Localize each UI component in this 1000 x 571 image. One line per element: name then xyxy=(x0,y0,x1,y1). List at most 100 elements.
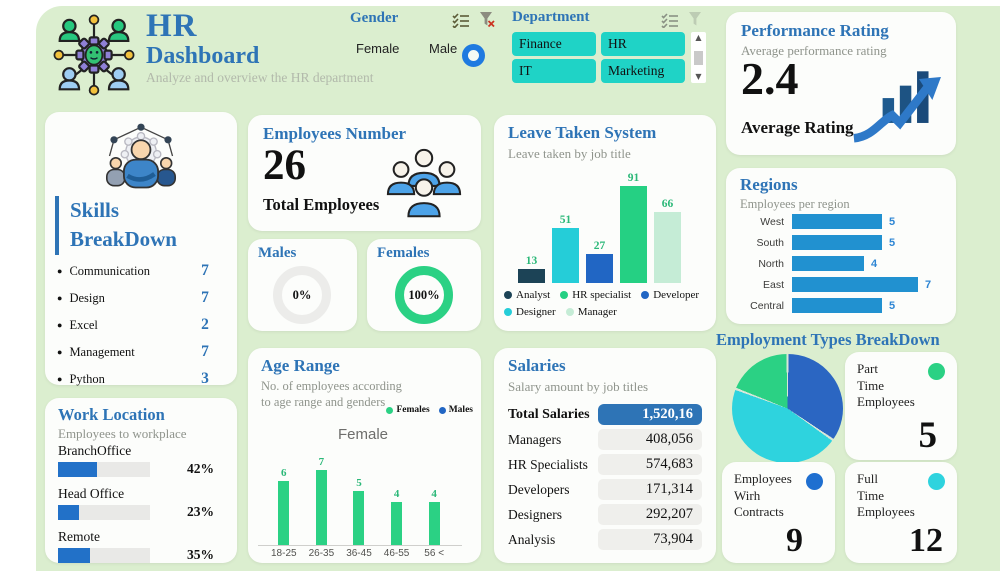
clear-filter-icon[interactable] xyxy=(479,11,495,28)
age-bar[interactable] xyxy=(315,470,327,545)
bullet-icon: ● xyxy=(57,320,63,330)
kpi-label-line: Employees xyxy=(734,471,792,486)
kpi-label-line: Part xyxy=(857,361,878,376)
region-bar[interactable] xyxy=(792,298,882,313)
skill-label: Management xyxy=(69,344,135,359)
region-bar[interactable] xyxy=(792,235,882,250)
age-bar-column: 4 xyxy=(378,488,416,545)
bar-fill[interactable] xyxy=(58,504,80,520)
card-title: Salaries xyxy=(508,356,566,375)
legend-dot-icon xyxy=(928,473,945,490)
legend-dot-icon xyxy=(386,406,394,414)
kpi-label-line: Employees xyxy=(857,394,915,410)
leave-bar-analyst[interactable] xyxy=(518,269,545,283)
department-options: Finance HR IT Marketing xyxy=(512,32,688,83)
salary-value: 292,207 xyxy=(598,504,702,525)
age-bar[interactable] xyxy=(428,502,440,545)
leave-bar-hr-specialist[interactable] xyxy=(620,186,647,283)
location-percent: 42% xyxy=(187,461,214,476)
kpi-label-line: Employees xyxy=(857,504,915,520)
card-title: Performance Rating xyxy=(741,21,889,40)
department-scrollbar[interactable]: ▲ ▼ xyxy=(691,32,706,83)
location-bar-row: 42% xyxy=(58,461,226,477)
salary-label: Designers xyxy=(508,506,562,522)
department-option-finance[interactable]: Finance xyxy=(512,32,596,56)
card-title: Work Location xyxy=(58,405,165,424)
legend-dot-icon xyxy=(504,308,512,316)
skills-title-line1: Skills xyxy=(70,198,120,222)
age-chart-title: Female xyxy=(337,426,389,443)
bar-value-label: 91 xyxy=(627,172,640,184)
list-select-icon[interactable] xyxy=(661,13,679,28)
gender-male-radio[interactable] xyxy=(462,44,485,67)
skill-label: Excel xyxy=(69,317,98,332)
age-category-label: 26-35 xyxy=(308,548,335,559)
legend-dot-icon xyxy=(641,291,650,299)
age-bar[interactable] xyxy=(391,502,403,545)
salary-row[interactable]: HR Specialists 574,683 xyxy=(508,454,702,475)
leave-bar-developer[interactable] xyxy=(586,254,613,283)
salary-label: Developers xyxy=(508,481,570,497)
work-location-item: Remote 35% xyxy=(58,529,226,563)
list-select-icon[interactable] xyxy=(452,13,470,28)
location-label: Remote xyxy=(58,529,100,544)
salaries-table: Total Salaries 1,520,16 Managers 408,056 HR … xyxy=(508,404,702,554)
salary-value: 574,683 xyxy=(598,454,702,475)
age-bar[interactable] xyxy=(278,481,290,545)
leave-bar-designer[interactable] xyxy=(552,228,579,283)
region-bar[interactable] xyxy=(792,277,918,292)
age-range-legend: Females Males xyxy=(386,405,473,415)
scroll-down-icon[interactable]: ▼ xyxy=(695,72,702,81)
scroll-up-icon[interactable]: ▲ xyxy=(695,33,702,42)
salary-row[interactable]: Analysis 73,904 xyxy=(508,529,702,550)
salary-row[interactable]: Total Salaries 1,520,16 xyxy=(508,404,702,425)
age-category-label: 56 < xyxy=(424,548,445,559)
location-percent: 23% xyxy=(187,504,214,519)
bar-value-label: 27 xyxy=(593,240,606,252)
region-value: 5 xyxy=(889,215,896,228)
legend-label: Manager xyxy=(577,306,617,318)
legend-dot-icon xyxy=(928,363,945,380)
salary-row[interactable]: Designers 292,207 xyxy=(508,504,702,525)
females-donut[interactable]: 100% xyxy=(395,266,453,324)
region-bar[interactable] xyxy=(792,256,864,271)
kpi-label-line: Contracts xyxy=(734,504,784,520)
legend-item: Females xyxy=(386,405,430,415)
salary-value: 1,520,16 xyxy=(598,404,702,425)
age-bar-column: 7 xyxy=(303,456,341,545)
bar-value-label: 13 xyxy=(525,255,538,267)
card-title: Females xyxy=(377,245,430,261)
region-bar[interactable] xyxy=(792,214,882,229)
females-card: Females 100% xyxy=(367,239,481,331)
salary-row[interactable]: Managers 408,056 xyxy=(508,429,702,450)
gender-option-male[interactable]: Male xyxy=(429,41,458,56)
department-option-it[interactable]: IT xyxy=(512,59,596,83)
region-label: West xyxy=(760,215,784,228)
bar-fill[interactable] xyxy=(58,461,97,477)
department-option-hr[interactable]: HR xyxy=(601,32,685,56)
leave-taken-card: Leave Taken System Leave taken by job ti… xyxy=(494,115,716,331)
department-option-marketing[interactable]: Marketing xyxy=(601,59,685,83)
skill-value: 2 xyxy=(201,316,209,333)
legend-dot-icon xyxy=(504,291,512,299)
salary-row[interactable]: Developers 171,314 xyxy=(508,479,702,500)
clear-filter-icon[interactable] xyxy=(688,11,704,28)
bullet-icon: ● xyxy=(57,266,63,276)
leave-bar-manager[interactable] xyxy=(654,212,681,283)
legend-label: Females xyxy=(396,405,430,415)
salary-label: Analysis xyxy=(508,531,556,547)
bar-fill[interactable] xyxy=(58,547,91,563)
card-subtitle: Salary amount by job titles xyxy=(508,379,649,394)
location-label: BranchOffice xyxy=(58,443,132,458)
employment-types-pie[interactable] xyxy=(732,354,843,463)
scrollbar-thumb[interactable] xyxy=(694,50,703,65)
legend-row: Designer Manager xyxy=(504,306,710,318)
age-bar[interactable] xyxy=(353,491,365,545)
age-range-card: Age Range No. of employees according to … xyxy=(248,348,481,563)
legend-item: Designer xyxy=(504,306,556,318)
leave-bar-column: 13 xyxy=(518,255,545,283)
card-title: Employees Number xyxy=(263,124,407,143)
males-donut[interactable]: 0% xyxy=(273,266,331,324)
gender-option-female[interactable]: Female xyxy=(356,41,400,56)
kpi-label-line: Time xyxy=(857,487,884,503)
